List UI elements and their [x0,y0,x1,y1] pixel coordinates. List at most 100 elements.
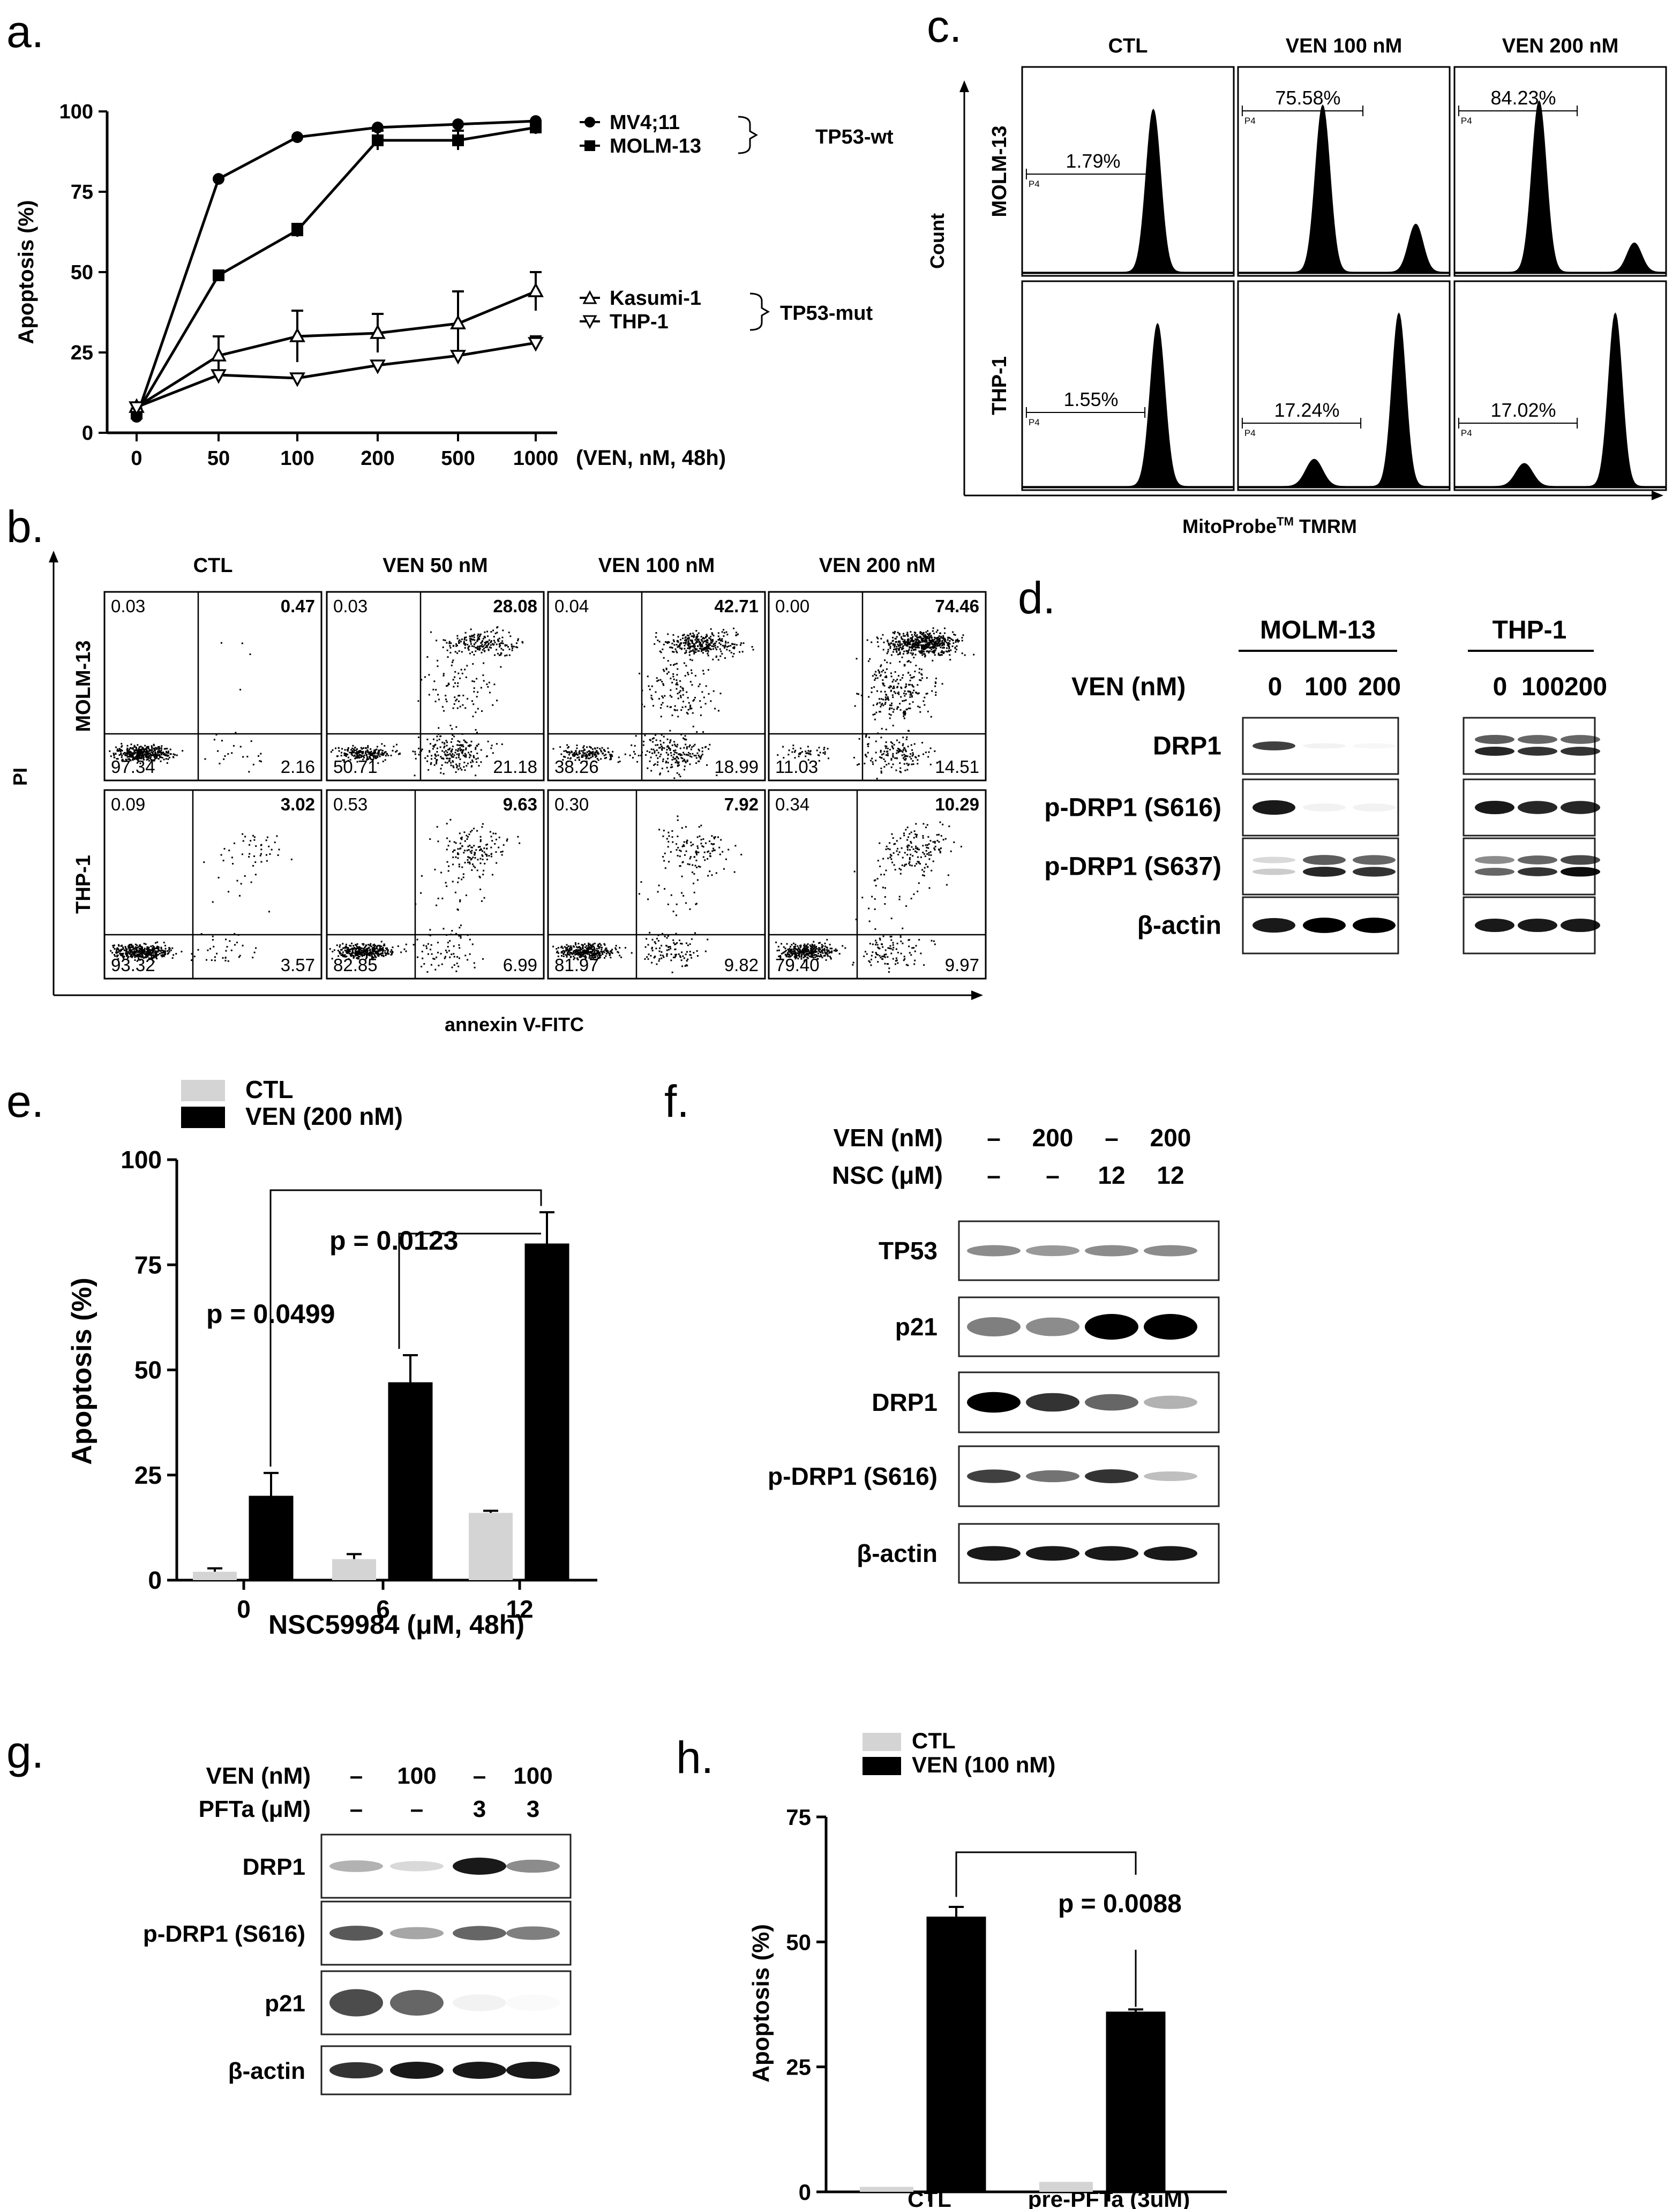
e-pvalue-1: p = 0.0123 [329,1226,458,1256]
blot-band [1475,918,1514,933]
b-q-ul: 0.53 [333,794,368,814]
d-band-label-p-drp1-s616: p-DRP1 (S616) [1044,794,1221,822]
e-xtick-label-2: 12 [506,1595,533,1623]
panel-c-label: c. [927,1,962,51]
d-lane-4: 100 [1521,673,1564,701]
g-band-label-actin: β-actin [228,2058,305,2084]
b-y-label: PI [9,768,31,786]
d-blot-molm-1 [1242,778,1399,837]
blot-band [1353,743,1396,749]
g-cond-0-1: 100 [397,1763,436,1789]
d-band-label-actin: β-actin [1137,912,1221,940]
b-plot-0-3: 0.00 74.46 11.03 14.51 [768,591,987,782]
b-q-ll: 38.26 [554,757,599,777]
blot-band [1518,867,1557,876]
panel-f-label: f. [664,1076,689,1126]
b-q-ll: 50.71 [333,757,378,777]
d-band-label-drp1: DRP1 [1153,732,1221,761]
blot-band [1561,855,1600,865]
c-hist-frame [1021,280,1235,491]
b-dots [330,626,524,777]
blot-band [1026,1470,1079,1483]
b-plot-0-2: 0.04 42.71 38.26 18.99 [547,591,766,782]
c-x-label-main: MitoProbe [1182,515,1277,537]
b-q-lr: 9.97 [945,955,979,975]
b-q-ul: 0.34 [775,794,809,814]
panel-g-label: g. [6,1727,44,1777]
a-ytick-label-0: 0 [82,422,93,445]
blot-band [1026,1245,1079,1257]
f-band-label-actin: β-actin [857,1539,938,1567]
a-x-caption: (VEN, nM, 48h) [576,446,726,470]
c-x-label-end: TMRM [1294,515,1357,537]
blot-band [1353,803,1396,812]
b-q-ur: 7.92 [724,794,759,814]
blot-band [1561,867,1600,877]
a-legend-marker-thp [582,315,597,329]
a-point-kasumi-1-4 [450,314,466,329]
f-cond-0-2: – [1105,1124,1119,1152]
blot-band [1252,868,1295,875]
d-lane-1: 100 [1304,673,1347,701]
d-blot-thp-1 [1462,778,1600,837]
c-gate-name: P4 [1029,417,1040,427]
blot-band [453,1926,506,1941]
a-legend-marker-mv4 [584,117,595,127]
a-point-thp-1-1 [211,369,227,384]
h-pvalue: p = 0.0088 [1058,1890,1182,1918]
a-ytick-label-2: 50 [71,261,93,284]
g-cond-1-2: 3 [473,1796,486,1822]
c-gate-value: 17.24% [1274,399,1339,421]
g-cond-0-3: 100 [513,1763,552,1789]
a-point-kasumi-1-3 [370,324,386,339]
b-col-header-2: VEN 100 nM [598,554,715,577]
b-plot-frame [547,591,766,782]
c-gate-value: 84.23% [1490,87,1556,109]
blot-band [1085,1546,1138,1561]
b-col-header-3: VEN 200 nM [819,554,936,577]
f-cond-1-3: 12 [1157,1161,1184,1189]
blot-band [967,1317,1021,1336]
b-q-ul: 0.04 [554,596,589,616]
b-row-header-1: THP-1 [72,855,95,914]
f-band-label-p-drp1-s616: p-DRP1 (S616) [768,1462,938,1490]
f-cond-1-1: – [1046,1161,1060,1189]
c-hist-curve [1454,312,1667,489]
d-blot-molm-3 [1242,896,1399,955]
e-legend-swatch-ven [181,1107,225,1128]
c-x-label: MitoProbeTM TMRM [1182,515,1357,537]
blot-band [329,1926,383,1941]
c-gate-value: 1.79% [1066,150,1120,172]
e-bar-ven-200-nm-0 [249,1496,294,1581]
b-q-ul: 0.30 [554,794,589,814]
blot-band [1026,1546,1079,1561]
g-row-header-0: VEN (nM) [206,1763,311,1789]
e-legend-swatch-ctl [181,1080,225,1101]
b-q-lr: 6.99 [503,955,537,975]
c-gate-value: 1.55% [1063,388,1118,410]
blot-band [1144,1471,1197,1481]
a-xtick-label-1: 50 [207,447,230,470]
g-cond-0-2: – [473,1763,486,1789]
blot-band [1303,855,1346,865]
b-q-ll: 81.97 [554,955,599,975]
b-plot-0-0: 0.03 0.47 97.34 2.16 [103,591,322,782]
blot-band [453,1994,506,2011]
b-q-lr: 9.82 [724,955,759,975]
c-hist-1-1: P4 17.24% [1237,280,1451,491]
blot-band [1475,746,1514,756]
blot-band [1518,801,1557,814]
a-series [129,115,544,423]
g-band-label-p21: p21 [265,1990,305,2017]
b-q-ll: 11.03 [775,757,818,777]
c-hist-0-0: P4 1.79% [1021,66,1235,277]
g-blot-2 [320,1970,572,2035]
blot-band [1475,868,1514,876]
c-hist-1-2: P4 17.02% [1453,280,1667,491]
blot-band [1303,743,1346,749]
e-ytick-label-4: 100 [121,1146,162,1174]
blot-band [1252,741,1295,750]
blot-band [329,1860,383,1872]
f-cond-1-2: 12 [1098,1161,1125,1189]
c-gate-name: P4 [1461,116,1472,126]
